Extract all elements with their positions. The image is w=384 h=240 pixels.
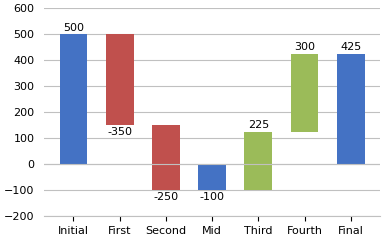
Bar <box>60 34 87 164</box>
Bar <box>106 34 134 125</box>
Text: -350: -350 <box>107 127 132 137</box>
Bar <box>198 164 226 190</box>
Bar <box>291 54 318 132</box>
Bar <box>337 54 364 164</box>
Text: 425: 425 <box>340 42 361 52</box>
Bar <box>245 132 272 190</box>
Bar <box>152 125 180 190</box>
Text: 300: 300 <box>294 42 315 52</box>
Text: -250: -250 <box>153 192 179 202</box>
Text: 225: 225 <box>248 120 269 130</box>
Text: -100: -100 <box>200 192 225 202</box>
Text: 500: 500 <box>63 23 84 33</box>
